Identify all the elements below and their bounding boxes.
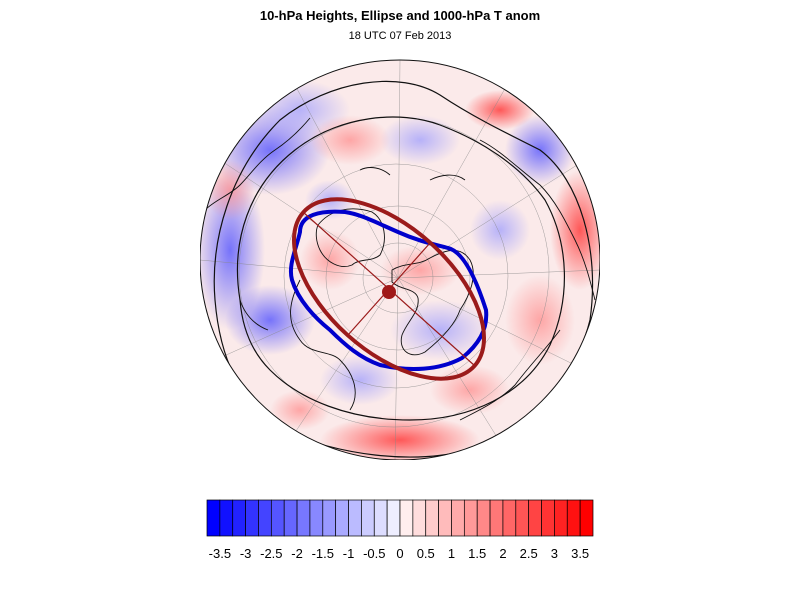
colorbar-box	[348, 499, 362, 537]
colorbar-tick-label: 1.5	[468, 546, 486, 561]
colorbar-tick-label: 3.5	[571, 546, 589, 561]
colorbar-box	[258, 499, 272, 537]
polar-vortex-contour	[289, 209, 489, 372]
chart-title: 10-hPa Heights, Ellipse and 1000-hPa T a…	[259, 8, 541, 23]
colorbar-box	[232, 499, 246, 537]
colorbar-tick-label: 0.5	[417, 546, 435, 561]
colorbar-box	[270, 499, 285, 537]
colorbar-tick-label: -1.5	[312, 546, 334, 561]
colorbar-ticks: -3.5 -3 -2.5 -2 -1.5 -1 -0.5 0 0.5 1 1.5 2 2.5 3 3.5	[209, 546, 590, 561]
colorbar-tick-label: 2.5	[520, 546, 538, 561]
colorbar-tick-label: 2	[499, 546, 506, 561]
colorbar-tick-label: -3.5	[209, 546, 231, 561]
colorbar-tick-label: -0.5	[363, 546, 385, 561]
colorbar-box	[554, 499, 568, 537]
polar-map	[200, 59, 600, 460]
colorbar-box	[309, 499, 324, 537]
colorbar-box	[399, 499, 414, 537]
colorbar-box	[296, 499, 311, 537]
colorbar-box	[528, 499, 542, 537]
colorbar-box	[579, 499, 594, 537]
colorbar-tick-label: 3	[551, 546, 558, 561]
colorbar-box	[373, 499, 388, 537]
colorbar-box	[361, 499, 375, 537]
colorbar-tick-label: 1	[448, 546, 455, 561]
colorbar-box	[476, 499, 491, 537]
colorbar-tick-label: -2	[291, 546, 303, 561]
colorbar-box	[245, 499, 259, 537]
colorbar-box	[425, 499, 439, 537]
colorbar-tick-label: 0	[396, 546, 403, 561]
colorbar-box	[386, 499, 401, 537]
colorbar-box	[206, 499, 221, 537]
temperature-anomaly-field	[200, 60, 600, 460]
colorbar-box	[566, 499, 581, 537]
colorbar-box	[451, 499, 465, 537]
colorbar-tick-label: -1	[343, 546, 355, 561]
colorbar-box	[541, 499, 555, 537]
colorbar-box	[502, 499, 517, 537]
colorbar-box	[515, 499, 530, 537]
chart-subtitle: 18 UTC 07 Feb 2013	[348, 30, 452, 42]
colorbar-box	[463, 499, 478, 537]
colorbar-tick-label: -2.5	[260, 546, 282, 561]
ellipse-center	[382, 285, 396, 299]
colorbar-box	[335, 499, 349, 537]
colorbar-box	[489, 499, 504, 537]
colorbar-boxes	[206, 499, 594, 537]
colorbar-box	[219, 499, 234, 537]
colorbar-tick-label: -3	[240, 546, 252, 561]
colorbar-box	[412, 499, 427, 537]
colorbar-box	[322, 499, 337, 537]
colorbar-box	[283, 499, 298, 537]
colorbar-box	[438, 499, 452, 537]
coastlines	[204, 117, 596, 421]
globe-outline	[200, 59, 600, 460]
colorbar: -3.5 -3 -2.5 -2 -1.5 -1 -0.5 0 0.5 1 1.5 2 2.5 3 3.5	[206, 499, 594, 561]
vortex-ellipse	[292, 197, 486, 381]
